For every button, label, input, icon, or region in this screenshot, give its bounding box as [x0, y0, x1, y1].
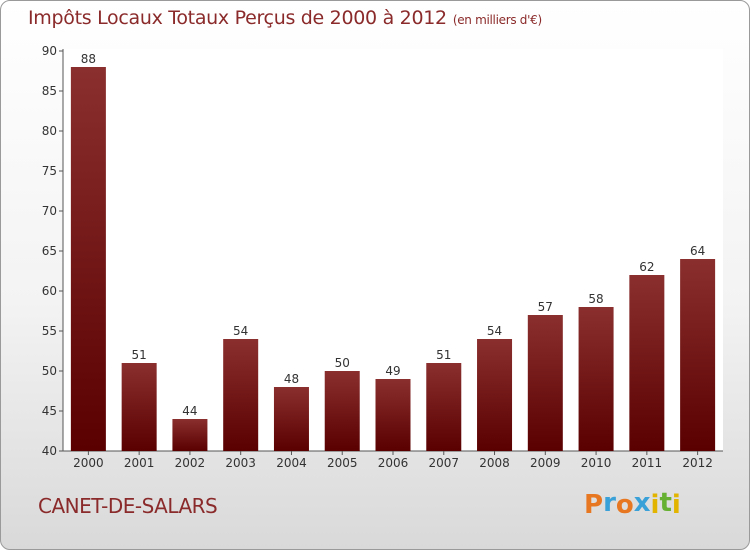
y-tick-label: 80	[42, 124, 57, 138]
bar-2010	[578, 307, 614, 451]
x-tick-label-2010: 2010	[581, 456, 612, 470]
data-label-2004: 48	[284, 372, 299, 386]
logo-letter: P	[584, 490, 604, 520]
bar-2005	[324, 371, 360, 451]
data-label-2006: 49	[385, 364, 400, 378]
y-tick-label: 70	[42, 204, 57, 218]
logo-letter: i	[671, 490, 681, 520]
bar-2001	[121, 363, 157, 451]
data-label-2012: 64	[690, 244, 705, 258]
data-label-2010: 58	[588, 292, 603, 306]
x-tick-label-2003: 2003	[225, 456, 256, 470]
proxiti-logo: Proxiti	[584, 488, 681, 520]
y-tick-label: 40	[42, 444, 57, 458]
bars	[70, 67, 716, 451]
bar-2000	[70, 67, 106, 451]
bar-2009	[527, 315, 563, 451]
chart-unit: (en milliers d'€)	[452, 13, 542, 27]
bar-2012	[680, 259, 716, 451]
y-tick-label: 65	[42, 244, 57, 258]
logo-letter: i	[650, 490, 660, 520]
data-label-2008: 54	[487, 324, 502, 338]
data-label-2005: 50	[335, 356, 350, 370]
axes: 40 45 50 55 60 65 70 75 80 85 90	[42, 44, 723, 458]
chart-title: Impôts Locaux Totaux Perçus de 2000 à 20…	[28, 7, 542, 29]
y-tick-label: 55	[42, 324, 57, 338]
bar-2008	[477, 339, 513, 451]
logo-letter: x	[633, 488, 651, 518]
data-label-2002: 44	[182, 404, 197, 418]
logo-letter: r	[603, 488, 616, 518]
data-label-2000: 88	[81, 52, 96, 66]
data-label-2003: 54	[233, 324, 248, 338]
x-tick-label-2009: 2009	[530, 456, 561, 470]
commune-name: CANET-DE-SALARS	[38, 494, 218, 518]
bar-2011	[629, 275, 665, 451]
data-label-2011: 62	[639, 260, 654, 274]
data-label-2001: 51	[132, 348, 147, 362]
bar-2006	[375, 379, 411, 451]
chart-title-text: Impôts Locaux Totaux Perçus de 2000 à 20…	[28, 7, 447, 29]
logo-letter: o	[615, 490, 634, 520]
x-tick-label-2001: 2001	[124, 456, 155, 470]
y-tick-label: 85	[42, 84, 57, 98]
x-tick-label-2006: 2006	[378, 456, 409, 470]
data-label-2009: 57	[538, 300, 553, 314]
x-tick-label-2002: 2002	[175, 456, 206, 470]
x-tick-label-2011: 2011	[632, 456, 663, 470]
y-tick-label: 60	[42, 284, 57, 298]
x-tick-label-2004: 2004	[276, 456, 307, 470]
x-tick-label-2007: 2007	[428, 456, 459, 470]
y-tick-label: 45	[42, 404, 57, 418]
bar-2002	[172, 419, 208, 451]
logo-letter: t	[659, 488, 672, 518]
bar-2004	[273, 387, 309, 451]
x-tick-label-2000: 2000	[73, 456, 104, 470]
y-tick-label: 90	[42, 44, 57, 58]
y-tick-label: 75	[42, 164, 57, 178]
x-tick-label-2012: 2012	[682, 456, 713, 470]
x-tick-label-2008: 2008	[479, 456, 510, 470]
y-tick-label: 50	[42, 364, 57, 378]
bar-2007	[426, 363, 462, 451]
bar-2003	[223, 339, 259, 451]
x-tick-label-2005: 2005	[327, 456, 358, 470]
labels: 88 2000 51 2001 44 2002 54 2003 48 2004 50 2005 49 20…	[73, 52, 713, 470]
data-label-2007: 51	[436, 348, 451, 362]
